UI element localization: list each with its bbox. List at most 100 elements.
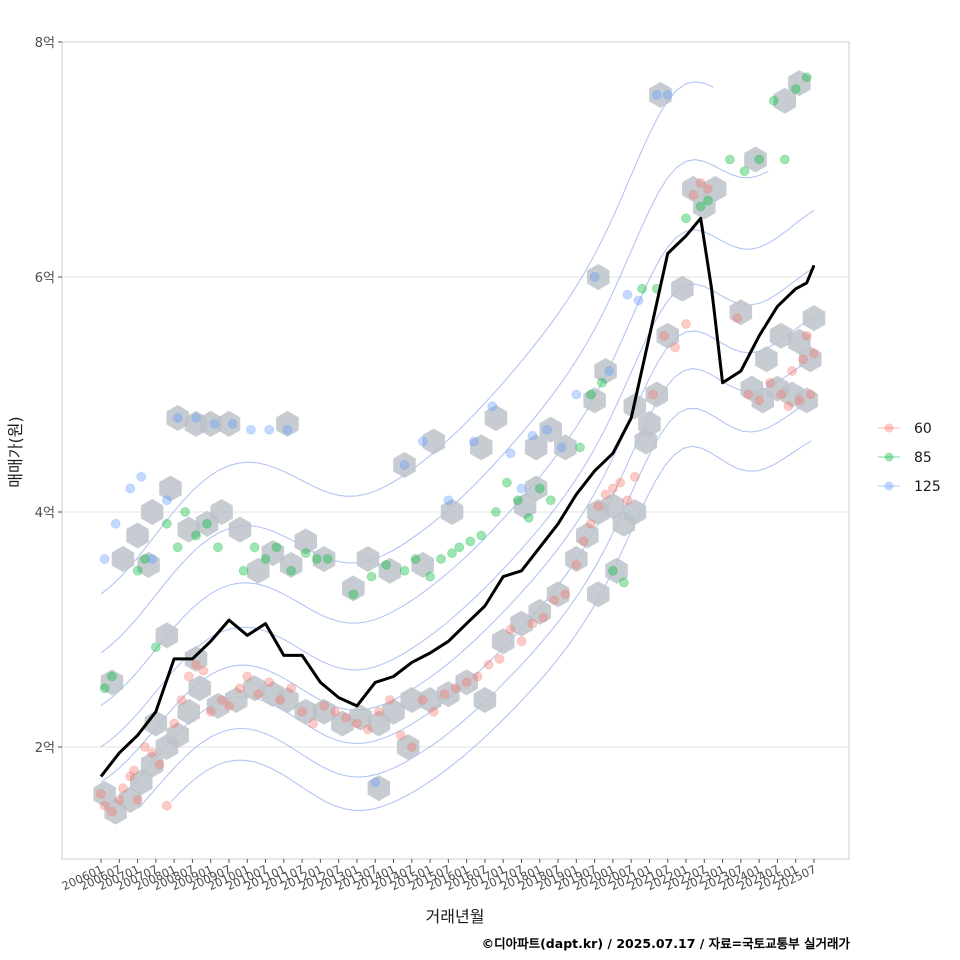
median-line-path: [99, 216, 816, 778]
point-60: [560, 589, 571, 600]
hex-bin: [93, 781, 116, 807]
point-60: [169, 718, 180, 729]
point-85: [300, 548, 311, 559]
hex-bin: [744, 146, 767, 173]
density-contour-6: [100, 209, 815, 707]
point-85: [739, 166, 750, 177]
point-60: [600, 489, 611, 500]
point-60: [351, 718, 362, 729]
point-85: [695, 201, 706, 212]
hex-bin: [470, 434, 493, 461]
hex-bin: [276, 410, 299, 437]
hex-bin: [528, 598, 551, 625]
hex-bin: [261, 540, 285, 567]
point-125: [633, 295, 644, 306]
point-125: [527, 430, 538, 441]
hex-bin: [119, 786, 142, 813]
point-60: [702, 183, 713, 194]
hex-bin: [188, 675, 211, 702]
hex-bin: [137, 551, 160, 578]
legend-label: 60: [914, 421, 932, 437]
point-60: [670, 342, 681, 353]
point-125: [282, 424, 293, 435]
hex-bin: [554, 434, 577, 461]
point-125: [516, 483, 527, 494]
hex-bin: [587, 264, 610, 290]
legend-key-dot: [884, 452, 894, 462]
hex-bin: [440, 499, 464, 525]
point-60: [450, 683, 461, 694]
point-60: [659, 330, 670, 341]
point-60: [275, 695, 286, 705]
point-85: [607, 565, 618, 576]
hex-bin: [546, 581, 570, 608]
point-85: [702, 195, 713, 206]
point-85: [322, 554, 333, 564]
point-60: [330, 706, 341, 717]
point-125: [370, 777, 381, 788]
point-125: [191, 413, 202, 423]
hex-bin: [623, 499, 647, 525]
point-85: [172, 542, 183, 553]
hex-bin: [217, 410, 241, 437]
point-60: [253, 689, 264, 700]
hex-bin: [638, 410, 661, 437]
point-125: [556, 442, 567, 453]
point-60: [571, 559, 582, 570]
point-125: [399, 460, 410, 470]
hex-bin: [243, 675, 266, 702]
hex-bin: [455, 669, 478, 696]
hex-bin: [729, 299, 753, 326]
legend: 60 85 125: [878, 421, 941, 495]
y-tick-label: 2억: [35, 741, 55, 756]
point-85: [501, 477, 512, 488]
point-125: [125, 483, 136, 494]
point-85: [381, 559, 392, 570]
point-60: [147, 747, 158, 758]
point-60: [494, 653, 505, 664]
hex-bin: [645, 381, 668, 408]
point-85: [534, 483, 545, 494]
point-85: [191, 530, 202, 541]
point-60: [191, 659, 202, 670]
density-contour-7: [100, 159, 769, 654]
point-60: [286, 683, 297, 694]
point-60: [681, 319, 692, 329]
hex-bin: [140, 499, 164, 525]
point-60: [765, 377, 776, 388]
hex-bin: [400, 687, 424, 713]
point-125: [264, 424, 275, 435]
point-60: [161, 800, 172, 811]
hex-bin: [671, 275, 694, 302]
legend-key-dot: [884, 481, 894, 491]
point-60: [549, 595, 560, 606]
point-60: [783, 401, 794, 412]
hex-bin: [367, 775, 391, 802]
point-60: [319, 700, 330, 711]
point-85: [790, 84, 801, 94]
point-85: [512, 495, 523, 506]
point-125: [417, 436, 428, 447]
point-60: [629, 471, 640, 482]
point-60: [798, 354, 809, 365]
point-60: [96, 789, 106, 799]
point-60: [264, 677, 275, 688]
hex-bin: [111, 546, 135, 572]
point-125: [227, 418, 238, 429]
hex-bin: [755, 346, 778, 373]
hex-bin: [587, 581, 610, 608]
hex-bin: [418, 687, 442, 713]
hex-bin: [312, 546, 336, 572]
point-60: [809, 348, 819, 359]
point-60: [505, 624, 516, 635]
point-85: [779, 154, 790, 165]
hex-bin: [184, 645, 208, 672]
point-85: [768, 95, 779, 106]
point-60: [622, 495, 633, 506]
hex-bin: [649, 81, 672, 108]
hex-bin: [294, 528, 317, 555]
hex-bin: [382, 698, 405, 725]
point-60: [648, 389, 659, 400]
point-85: [238, 565, 249, 576]
point-85: [681, 213, 692, 224]
